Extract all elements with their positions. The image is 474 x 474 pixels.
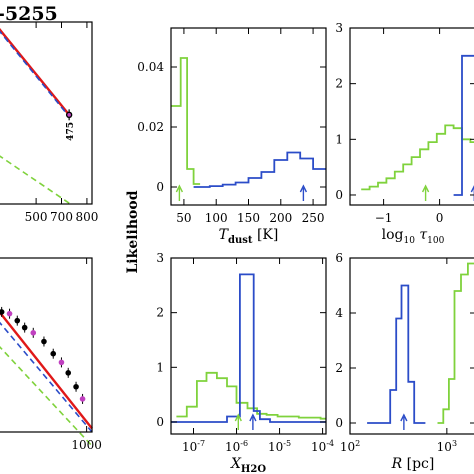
panel-xh2o-ytick-label-2: 2 [156,306,164,320]
panel-xh2o-arrowhead-green [234,413,242,422]
panel-xh2o-ytick-label-1: 1 [156,360,164,374]
panel-tau100: −1 0 0 1 2 3 log10 τ100 [335,21,474,246]
panel-tau100-ytick-label-0: 0 [335,188,343,202]
panel-xh2o-xtick-label-1: 10-6 [225,439,248,454]
panel-left-top-frame [0,21,93,205]
panel-tdust-xtick-label-2: 150 [237,211,260,225]
panel-radius-frame [349,257,474,435]
panel-tdust-xtick-label-4: 250 [302,211,325,225]
panel-radius-arrowhead-blue [400,413,408,422]
panel-xh2o-xtick-label-3: 10-4 [311,439,334,454]
panel-radius-xtick-label-0: 102 [340,439,360,454]
panel-radius-series-blue [367,284,426,424]
panel-xh2o-xlabel: XH2O [230,456,266,474]
panel-tau100-xlabel: log10 τ100 [382,227,445,246]
panel-xh2o-xtick-label-2: 10-5 [268,439,291,454]
panel-tdust-series-blue [193,151,326,188]
panel-xh2o-ytick-label-3: 3 [156,251,164,265]
panel-left-bottom-point-3 [21,324,28,331]
panel-left-top: 475 500 700 800 [0,21,98,224]
panel-left-top-xtick-label-2: 800 [75,210,98,224]
panel-tdust-series-green [171,57,201,185]
panel-radius: 102 103 0 2 4 6 R [pc] [335,251,474,472]
panel-xh2o-arrowhead-blue [249,413,257,422]
panel-tdust-xtick-label-0: 50 [176,211,191,225]
shared-y-label: Likelihood [125,190,141,273]
panel-tau100-arrowhead-blue [470,185,474,193]
panel-left-top-xtick-label-0: 500 [25,210,48,224]
panel-tdust-arrowhead-green [175,184,184,193]
panel-left-bottom-point-7 [58,359,65,366]
figure-title-fragment: -5255 [0,3,58,25]
panel-left-bottom: 1000 [0,257,102,452]
panel-left-bottom-frame [0,257,93,433]
panel-radius-xtick-label-1: 103 [437,439,457,454]
panel-tau100-ytick-label-2: 2 [335,77,343,91]
panel-left-top-point-inner-0 [67,113,71,117]
panel-tau100-xtick-label-0: −1 [375,211,393,225]
panel-tdust: 50 100 150 200 250 0 0.02 0.04 Tdust [K] [137,27,327,246]
panel-left-top-point-label-0: 475 [66,122,76,141]
panel-tdust-arrowhead-blue [299,184,308,193]
panel-xh2o: 10-7 10-6 10-5 10-4 0 1 2 3 XH2O [156,251,334,474]
panel-xh2o-xtick-label-0: 10-7 [182,439,205,454]
panel-left-bottom-point-10 [79,396,86,402]
panel-tdust-ytick-label-1: 0.02 [137,120,164,134]
panel-xh2o-series-blue [171,273,326,423]
panel-radius-ytick-label-3: 6 [335,251,343,265]
panel-left-bottom-point-1 [6,310,13,317]
panel-tau100-ytick-label-3: 3 [335,21,343,35]
panel-tau100-series-blue [453,54,474,196]
panel-left-bottom-line-1 [0,321,93,433]
panel-left-bottom-line-2 [0,345,93,447]
panel-xh2o-frame [170,257,327,435]
panel-left-bottom-point-6 [50,350,57,357]
panel-xh2o-ytick-label-0: 0 [156,415,164,429]
panel-radius-ytick-label-1: 2 [335,361,343,375]
panel-xh2o-series-green [176,371,326,420]
panel-left-top-xtick-label-1: 700 [50,210,73,224]
panel-radius-series-green [437,262,474,424]
panel-left-bottom-point-9 [73,383,79,390]
panel-radius-ytick-label-0: 0 [335,416,343,430]
panel-tau100-series-green [361,124,474,191]
panel-left-bottom-point-0 [0,309,5,315]
panel-radius-ytick-label-2: 4 [335,306,343,320]
panel-tau100-xtick-label-1: 0 [436,211,444,225]
panel-left-bottom-point-2 [14,317,21,324]
panel-left-bottom-point-8 [65,370,72,376]
panel-tdust-xtick-label-1: 100 [205,211,228,225]
panel-left-bottom-point-5 [41,338,47,345]
panel-tdust-xtick-label-3: 200 [269,211,292,225]
panel-tdust-ytick-label-2: 0.04 [137,60,164,74]
panel-left-top-line-0 [0,28,71,116]
panel-left-top-line-2 [0,155,71,205]
panel-tau100-frame [349,27,474,206]
panel-left-top-line-1 [0,30,70,118]
panel-tdust-xlabel: Tdust [K] [219,227,279,246]
panel-left-bottom-xtick-label-0: 1000 [71,438,102,452]
panel-tau100-ytick-label-1: 1 [335,132,343,146]
panel-tau100-arrowhead-green [421,184,430,193]
panel-left-bottom-line-0 [0,310,93,430]
panel-tdust-ytick-label-0: 0 [156,180,164,194]
panel-left-bottom-point-4 [30,330,37,336]
panel-radius-xlabel: R [pc] [391,456,435,472]
